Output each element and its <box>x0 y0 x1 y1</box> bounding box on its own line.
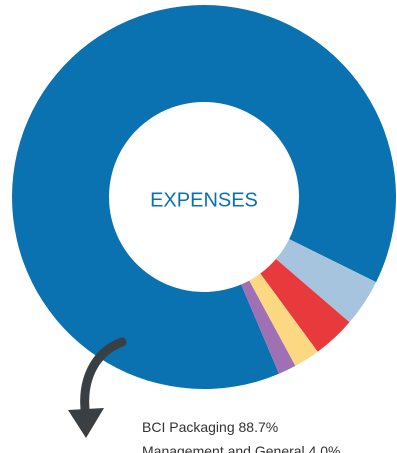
legend-entry: Management and General 4.0% <box>142 443 340 453</box>
center-label: EXPENSES <box>150 189 258 211</box>
legend-name: Management and General <box>142 443 305 453</box>
donut-segment <box>12 4 396 390</box>
legend-entry: BCI Packaging 88.7% <box>142 419 278 435</box>
arrow-head <box>68 408 104 438</box>
arrow <box>80 337 127 423</box>
donut-segment <box>260 258 350 352</box>
legend-name: BCI Packaging <box>142 419 235 435</box>
donut-segment <box>241 280 296 374</box>
donut-segment <box>249 273 318 366</box>
legend-value: 4.0% <box>309 443 341 453</box>
legend-value: 88.7% <box>239 419 279 435</box>
donut-segment <box>276 239 377 323</box>
